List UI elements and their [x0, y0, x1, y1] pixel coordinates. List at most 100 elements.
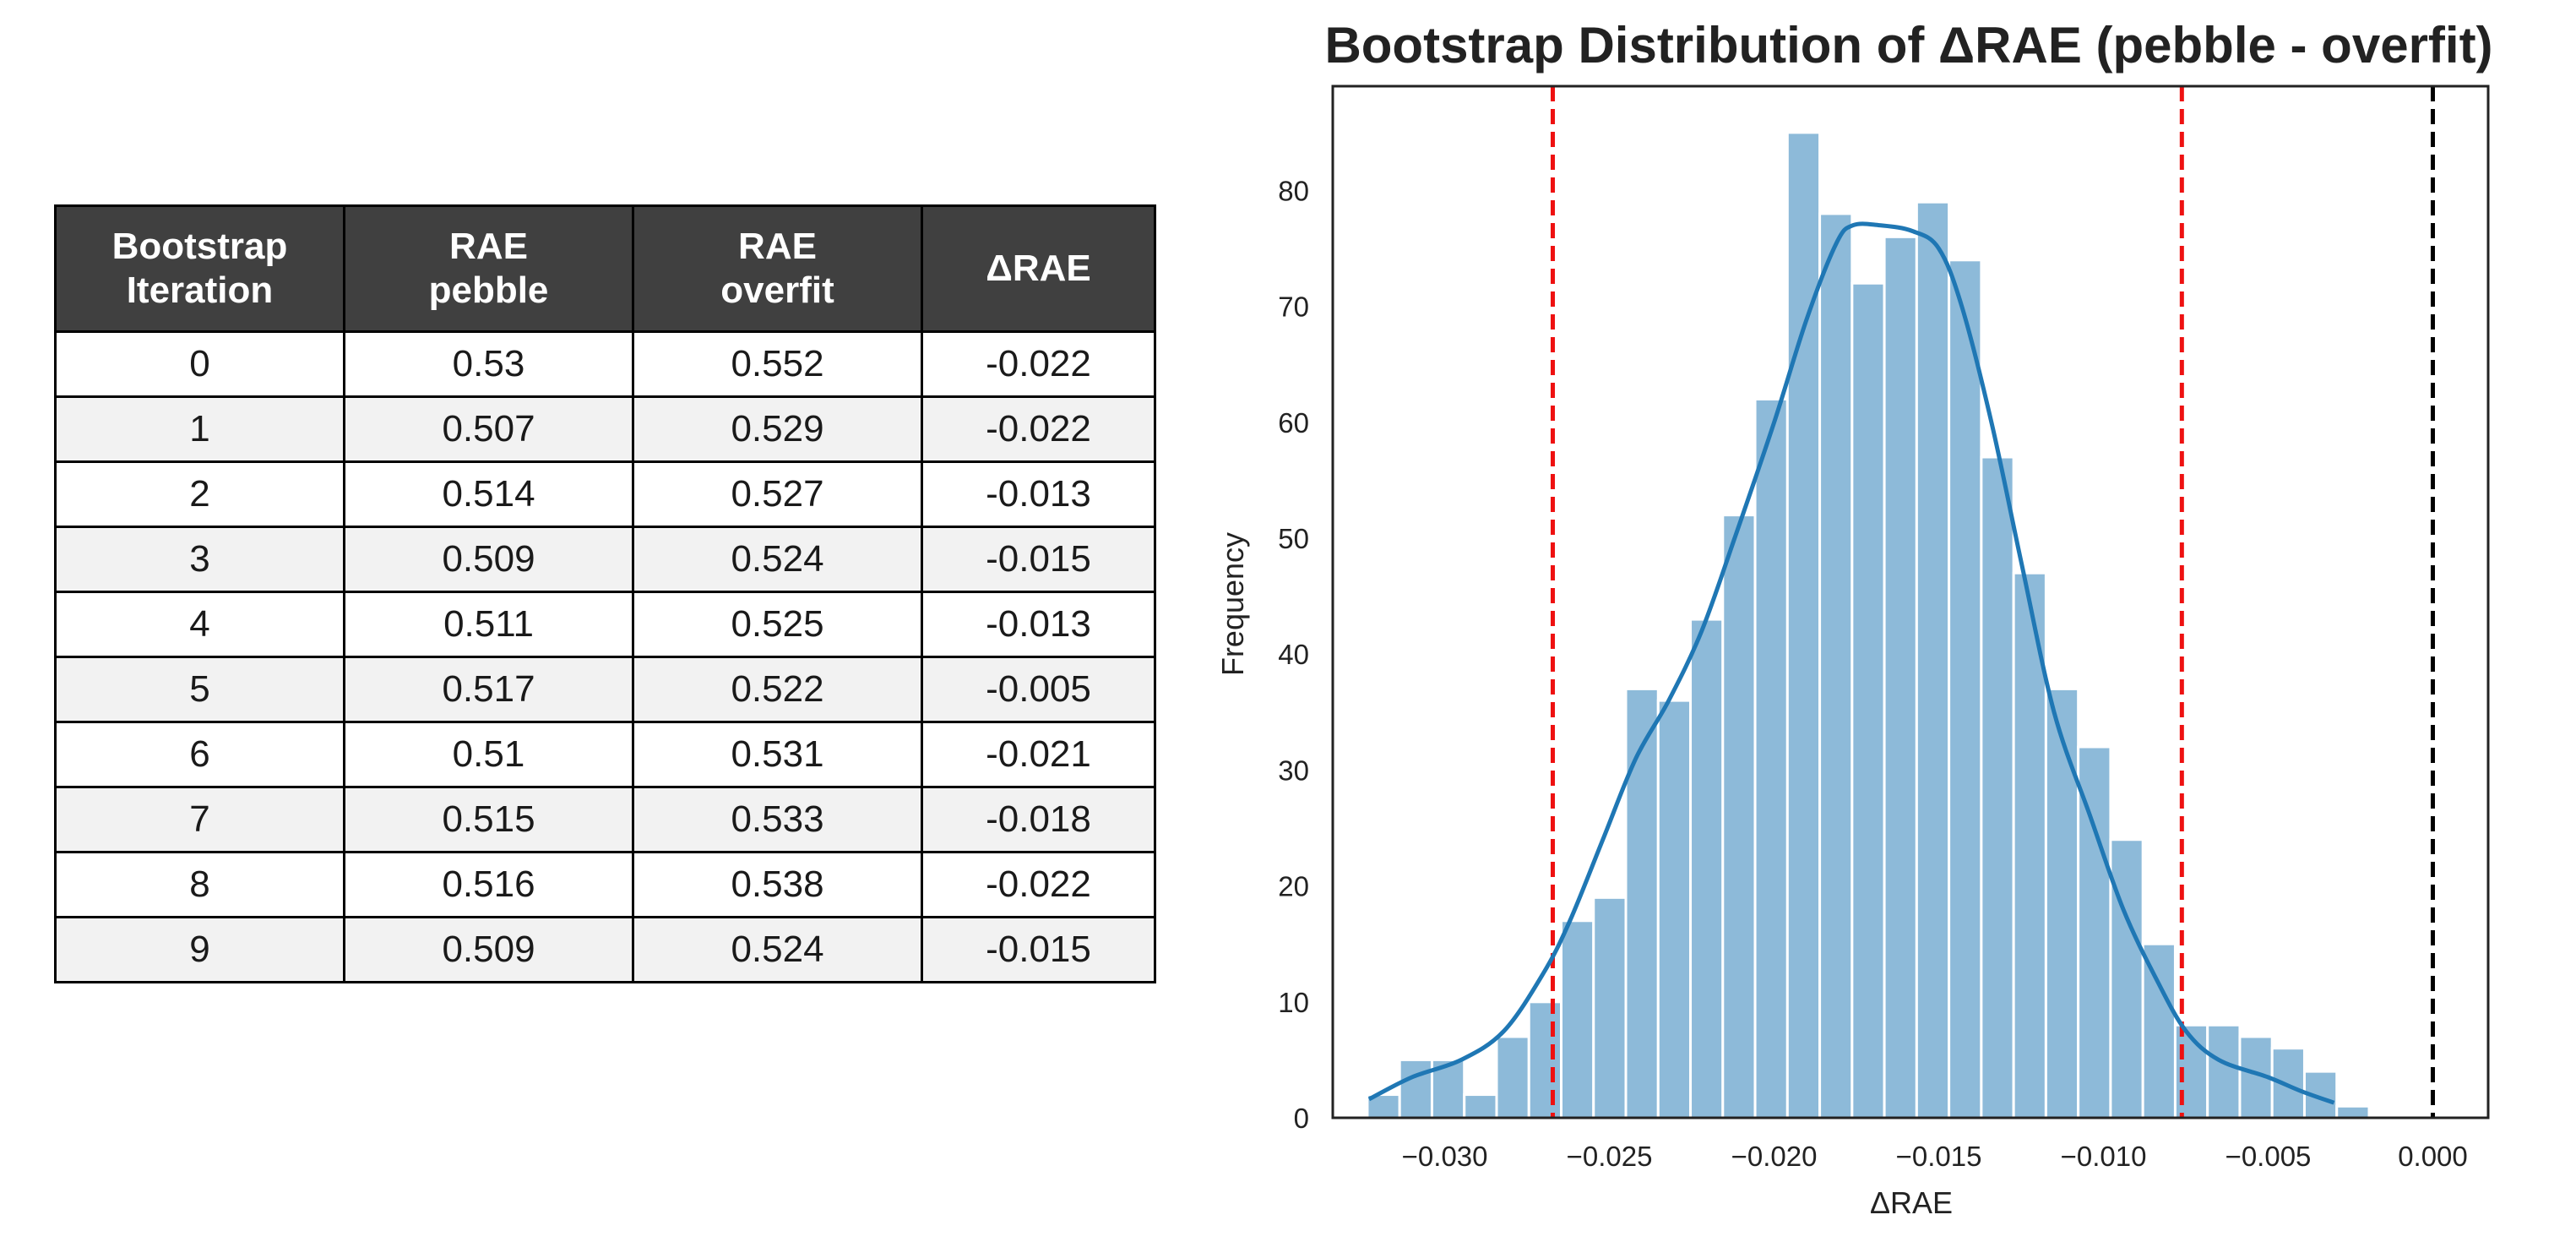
cell-rae-pebble: 0.51: [343, 721, 634, 788]
cell-rae-pebble: 0.511: [343, 591, 634, 658]
cell-rae-overfit: 0.525: [632, 591, 923, 658]
x-axis-ticks: −0.030 −0.025 −0.020 −0.015 −0.010 −0.005 0.00…: [1402, 1141, 2468, 1172]
x-tick-label: 0.000: [2398, 1141, 2468, 1172]
histogram-bar: [2044, 687, 2080, 1119]
cell-iteration: 9: [54, 916, 345, 983]
cell-iteration: 7: [54, 786, 345, 853]
table-row: 9 0.509 0.524 -0.015: [54, 916, 1156, 983]
histogram-bar: [1818, 212, 1854, 1119]
histogram-bar: [2109, 838, 2144, 1119]
histogram-bar: [1948, 259, 1983, 1119]
cell-rae-overfit: 0.529: [632, 395, 923, 463]
x-tick-label: −0.020: [1731, 1141, 1818, 1172]
histogram-bar: [1785, 131, 1822, 1119]
cell-rae-pebble: 0.516: [343, 851, 634, 918]
histogram-bars: [1366, 131, 2371, 1119]
cell-rae-pebble: 0.509: [343, 526, 634, 593]
table-row: 3 0.509 0.524 -0.015: [54, 526, 1156, 593]
cell-rae-pebble: 0.509: [343, 916, 634, 983]
cell-rae-overfit: 0.524: [632, 526, 923, 593]
table-row: 7 0.515 0.533 -0.018: [54, 786, 1156, 853]
histogram-bar: [1495, 1035, 1530, 1119]
cell-iteration: 5: [54, 656, 345, 723]
cell-iteration: 1: [54, 395, 345, 463]
cell-delta-rae: -0.015: [921, 526, 1156, 593]
table-row: 6 0.51 0.531 -0.021: [54, 721, 1156, 788]
table-row: 4 0.511 0.525 -0.013: [54, 591, 1156, 658]
y-tick-label: 10: [1278, 987, 1309, 1018]
cell-delta-rae: -0.022: [921, 330, 1156, 398]
histogram-bar: [1883, 235, 1918, 1119]
histogram-bar: [1915, 200, 1951, 1119]
cell-rae-pebble: 0.515: [343, 786, 634, 853]
histogram-bar: [1560, 919, 1595, 1119]
table-row: 8 0.516 0.538 -0.022: [54, 851, 1156, 918]
cell-iteration: 6: [54, 721, 345, 788]
cell-iteration: 8: [54, 851, 345, 918]
cell-delta-rae: -0.013: [921, 591, 1156, 658]
cell-delta-rae: -0.015: [921, 916, 1156, 983]
table-row: 2 0.514 0.527 -0.013: [54, 460, 1156, 528]
cell-delta-rae: -0.022: [921, 851, 1156, 918]
histogram-bar: [1753, 397, 1789, 1119]
table-header-row: Bootstrap Iteration RAE pebble RAE overf…: [54, 204, 1156, 333]
chart-title: Bootstrap Distribution of ΔRAE (pebble -…: [1324, 17, 2492, 74]
histogram-bar: [1527, 1000, 1563, 1119]
histogram-bar: [2335, 1104, 2371, 1119]
x-tick-label: −0.030: [1402, 1141, 1488, 1172]
cell-rae-overfit: 0.527: [632, 460, 923, 528]
cell-delta-rae: -0.018: [921, 786, 1156, 853]
y-tick-label: 0: [1294, 1103, 1309, 1134]
x-tick-label: −0.010: [2061, 1141, 2147, 1172]
header-rae-pebble: RAE pebble: [343, 204, 634, 333]
header-line: Bootstrap: [111, 226, 288, 267]
x-axis-label: ΔRAE: [1870, 1185, 1953, 1220]
cell-delta-rae: -0.013: [921, 460, 1156, 528]
header-rae-overfit: RAE overfit: [632, 204, 923, 333]
header-line: Iteration: [126, 270, 274, 311]
y-tick-label: 30: [1278, 754, 1309, 786]
y-tick-label: 80: [1278, 175, 1309, 206]
histogram-bar: [1463, 1093, 1498, 1119]
histogram-bar: [1592, 896, 1628, 1119]
histogram-bar: [1398, 1058, 1433, 1119]
y-axis-label: Frequency: [1215, 532, 1250, 676]
y-tick-label: 50: [1278, 523, 1309, 554]
cell-rae-pebble: 0.507: [343, 395, 634, 463]
header-bootstrap-iteration: Bootstrap Iteration: [54, 204, 345, 333]
cell-delta-rae: -0.005: [921, 656, 1156, 723]
histogram-bar: [2206, 1023, 2242, 1119]
cell-rae-overfit: 0.524: [632, 916, 923, 983]
y-tick-label: 20: [1278, 871, 1309, 902]
cell-delta-rae: -0.021: [921, 721, 1156, 788]
histogram-bar: [1689, 618, 1725, 1119]
plot-frame: [1331, 84, 2490, 1119]
cell-rae-pebble: 0.514: [343, 460, 634, 528]
cell-rae-overfit: 0.531: [632, 721, 923, 788]
header-line: ΔRAE: [986, 248, 1091, 289]
table-row: 1 0.507 0.529 -0.022: [54, 395, 1156, 463]
kde-curve-group: [1367, 221, 2335, 1105]
y-tick-label: 40: [1278, 639, 1309, 670]
cell-iteration: 0: [54, 330, 345, 398]
cell-iteration: 4: [54, 591, 345, 658]
histogram-bar: [2141, 942, 2177, 1119]
cell-rae-overfit: 0.552: [632, 330, 923, 398]
header-delta-rae: ΔRAE: [921, 204, 1156, 333]
header-line: overfit: [720, 270, 834, 311]
header-line: RAE: [449, 226, 528, 267]
histogram-bar: [1850, 281, 1886, 1119]
kde-curve: [1367, 221, 2335, 1105]
histogram-bar: [1721, 514, 1757, 1119]
table-row: 5 0.517 0.522 -0.005: [54, 656, 1156, 723]
header-line: RAE: [738, 226, 817, 267]
table-row: 0 0.53 0.552 -0.022: [54, 330, 1156, 398]
y-tick-label: 60: [1278, 407, 1309, 439]
bootstrap-results-table: Bootstrap Iteration RAE pebble RAE overf…: [54, 204, 1156, 983]
cell-rae-pebble: 0.53: [343, 330, 634, 398]
histogram-bar: [1656, 699, 1693, 1119]
header-line: pebble: [428, 270, 549, 311]
cell-rae-overfit: 0.522: [632, 656, 923, 723]
y-axis-ticks: 0 10 20 30 40 50 60 70 80: [1278, 175, 1309, 1134]
